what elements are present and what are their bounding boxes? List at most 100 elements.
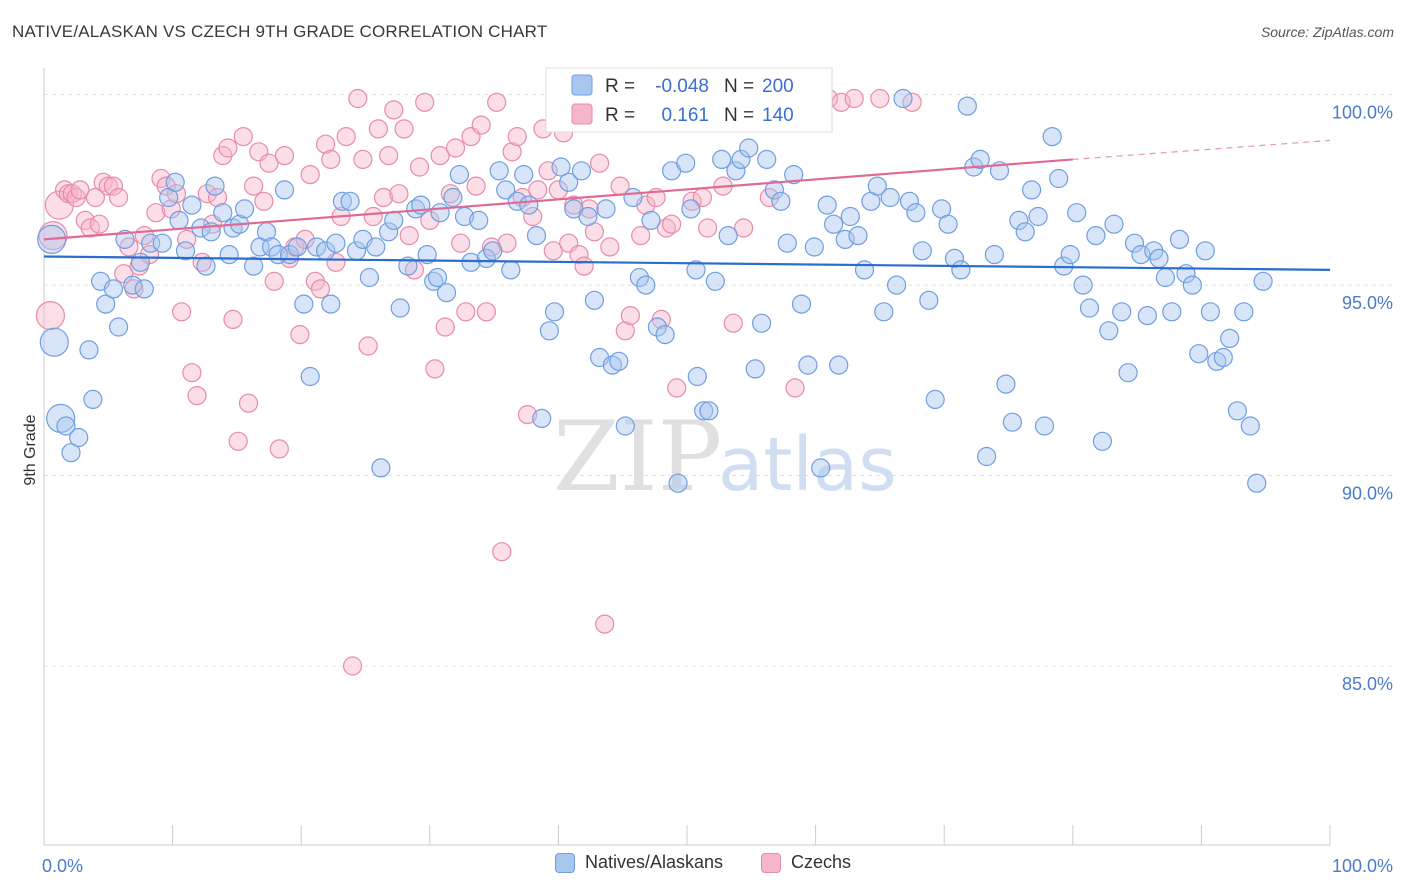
point-natives: [340, 191, 360, 211]
point-natives: [636, 275, 656, 295]
point-czechs: [300, 165, 320, 185]
series-legend: Natives/Alaskans Czechs: [0, 852, 1406, 873]
point-natives: [544, 302, 565, 322]
point-natives: [951, 260, 971, 280]
point-natives: [1112, 302, 1132, 322]
point-natives: [1162, 302, 1182, 322]
point-czechs: [384, 100, 404, 120]
stats-swatch-czechs: [571, 103, 593, 125]
point-natives: [686, 260, 706, 280]
point-natives: [829, 355, 849, 375]
point-natives: [1155, 267, 1176, 288]
point-czechs: [161, 199, 181, 219]
point-natives: [443, 187, 463, 208]
point-czechs: [146, 203, 166, 223]
point-czechs: [733, 218, 754, 238]
point-natives: [629, 267, 650, 288]
stats-swatch-natives: [571, 74, 593, 96]
point-natives: [61, 443, 81, 463]
x-tick-label-min: 0.0%: [42, 856, 83, 876]
point-natives: [668, 473, 688, 493]
point-natives: [1182, 275, 1203, 295]
point-natives: [1079, 298, 1100, 318]
point-czechs: [487, 92, 507, 112]
data-points: [35, 88, 1273, 676]
point-natives: [718, 226, 738, 246]
point-natives: [1220, 328, 1240, 348]
point-natives: [1049, 168, 1069, 189]
point-natives: [1149, 248, 1169, 268]
point-natives: [854, 260, 875, 280]
point-natives: [817, 195, 837, 215]
legend-item-natives[interactable]: Natives/Alaskans: [554, 852, 724, 873]
trend-line-czechs: [43, 158, 1073, 241]
stats-r-natives: -0.048: [655, 76, 709, 97]
point-natives: [1234, 302, 1254, 322]
point-natives: [219, 245, 239, 265]
point-czechs: [430, 146, 450, 166]
stats-r-czechs: 0.161: [661, 105, 709, 126]
point-natives: [1021, 180, 1042, 200]
point-natives: [615, 416, 635, 436]
point-czechs: [182, 363, 202, 383]
point-natives: [970, 149, 990, 169]
point-natives: [777, 233, 797, 253]
point-natives: [1253, 271, 1273, 291]
trend-line-czechs-extension: [1072, 139, 1331, 161]
legend-label-czechs: Czechs: [791, 852, 852, 872]
point-czechs: [223, 309, 243, 329]
point-natives: [976, 446, 997, 467]
stats-n-czechs: 140: [762, 105, 794, 126]
point-natives: [461, 252, 481, 272]
point-czechs: [295, 229, 315, 249]
y-tick-label: 100.0%: [1332, 103, 1393, 123]
point-czechs: [264, 271, 284, 291]
point-natives: [1034, 416, 1055, 436]
stats-legend: R = -0.048 N = 200 R = 0.161 N = 140: [545, 67, 833, 133]
point-natives: [1028, 206, 1048, 227]
point-natives: [108, 317, 129, 337]
point-natives: [757, 149, 777, 169]
point-czechs: [259, 153, 279, 173]
point-natives: [175, 241, 196, 261]
point-czechs: [456, 302, 476, 322]
point-natives: [235, 199, 255, 219]
point-czechs: [394, 119, 414, 139]
point-natives: [294, 294, 314, 314]
point-natives: [424, 271, 444, 291]
point-natives: [880, 187, 900, 208]
watermark-atlas: atlas: [718, 422, 897, 508]
point-natives: [79, 340, 99, 360]
point-natives: [1137, 306, 1158, 326]
point-natives: [571, 161, 592, 181]
legend-item-czechs[interactable]: Czechs: [761, 852, 851, 873]
point-czechs: [336, 127, 356, 147]
point-natives: [130, 252, 150, 272]
point-czechs: [70, 180, 90, 200]
point-natives: [539, 321, 560, 341]
point-czechs: [363, 206, 383, 227]
point-natives: [141, 233, 161, 253]
point-czechs: [661, 214, 682, 234]
tick-labels: 85.0% 90.0% 95.0% 100.0% 0.0% 100.0%: [42, 103, 1393, 876]
x-tick-label-max: 100.0%: [1332, 856, 1393, 876]
point-natives: [919, 290, 939, 310]
point-natives: [321, 294, 341, 314]
point-natives: [1240, 416, 1260, 436]
point-natives: [1189, 344, 1209, 364]
point-natives: [745, 359, 765, 379]
point-czechs: [353, 149, 373, 169]
point-natives: [957, 96, 977, 116]
point-natives: [469, 210, 489, 230]
point-natives: [726, 161, 746, 181]
point-czechs: [399, 226, 419, 246]
point-natives: [205, 176, 225, 196]
legend-label-natives: Natives/Alaskans: [584, 852, 724, 872]
point-natives: [398, 256, 418, 276]
point-natives: [551, 157, 571, 177]
point-natives: [483, 241, 503, 261]
point-natives: [609, 351, 629, 371]
point-natives: [514, 165, 534, 185]
point-czechs: [103, 176, 124, 196]
point-natives: [938, 214, 958, 234]
